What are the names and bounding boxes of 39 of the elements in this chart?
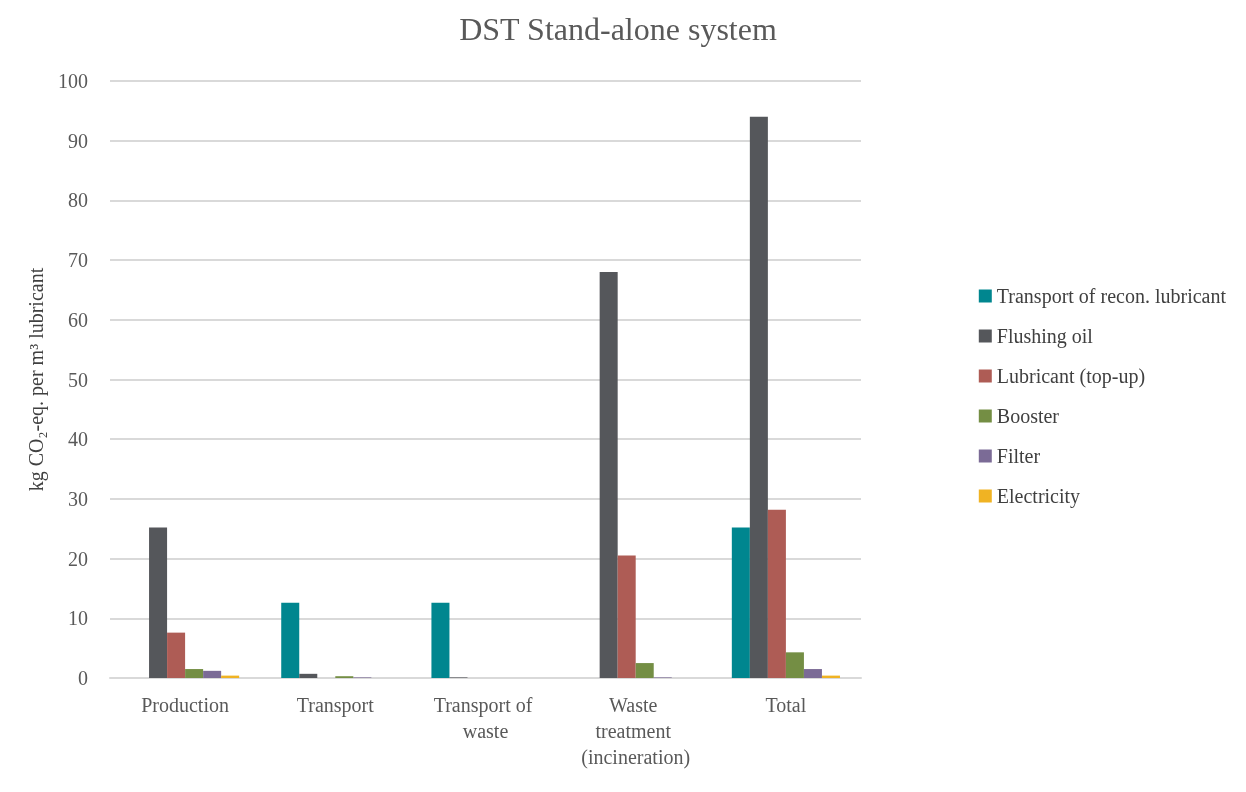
legend-label: Lubricant (top-up) — [996, 365, 1146, 388]
legend-label: Booster — [996, 405, 1060, 427]
legend-label: Transport of recon. lubricant — [996, 285, 1227, 308]
bar — [749, 116, 768, 678]
y-tick-label: 10 — [68, 607, 88, 630]
x-tick-label: Total — [765, 694, 807, 716]
x-tick-label: Waste treatment (incineration) — [581, 694, 691, 769]
bar — [617, 555, 636, 678]
bar — [731, 527, 750, 678]
legend-label: Electricity — [996, 485, 1081, 508]
y-tick-label: 70 — [68, 249, 88, 272]
bar — [167, 632, 186, 678]
bar — [281, 602, 300, 678]
bar — [149, 527, 168, 678]
bar — [635, 663, 654, 678]
y-tick-label: 30 — [68, 487, 88, 510]
y-axis-title: kg CO₂-eq. per m³ lubricant — [25, 267, 48, 492]
bar — [599, 272, 618, 678]
bar — [803, 669, 822, 678]
y-tick-label: 90 — [68, 129, 88, 152]
x-tick-label: Transport — [296, 694, 375, 717]
x-tick-label: Transport of waste — [433, 694, 538, 742]
y-tick-label: 40 — [68, 428, 88, 451]
y-tick-label: 60 — [68, 308, 88, 331]
y-tick-label: 20 — [68, 547, 88, 570]
legend-label: Filter — [996, 445, 1041, 467]
legend-label: Flushing oil — [996, 325, 1094, 348]
x-tick-label: Production — [141, 694, 229, 716]
bar — [185, 669, 204, 678]
y-tick-label: 100 — [58, 70, 88, 92]
y-tick-label: 50 — [68, 368, 88, 391]
bar — [431, 602, 450, 678]
y-tick-label: 0 — [78, 667, 88, 689]
bar — [299, 673, 318, 678]
chart-title: DST Stand-alone system — [459, 11, 777, 47]
y-tick-label: 80 — [68, 189, 88, 212]
bar — [785, 652, 804, 678]
bar — [203, 670, 222, 678]
bar — [767, 509, 786, 678]
